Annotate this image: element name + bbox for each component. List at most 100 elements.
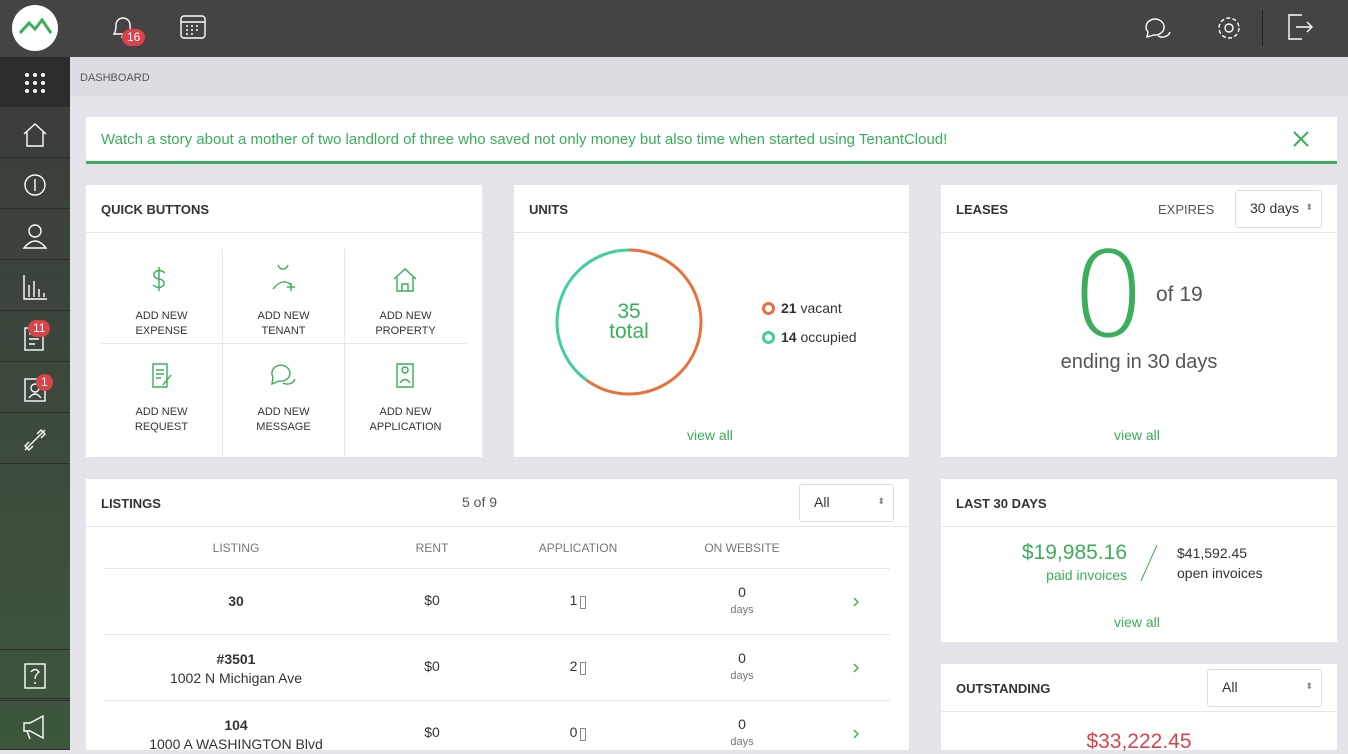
listings-card: LISTINGS 5 of 9 All LISTING RENT APPLICATI… xyxy=(86,479,909,752)
ending-text: ending in 30 days xyxy=(1060,351,1218,373)
icon-shape xyxy=(396,363,414,388)
nav-dashboard[interactable] xyxy=(0,57,70,107)
outstanding-filter[interactable]: All xyxy=(1207,669,1322,707)
listings-filter[interactable]: All xyxy=(799,484,894,522)
view-all-link[interactable]: view all xyxy=(1114,614,1160,630)
button-label: ADD NEW xyxy=(135,406,188,418)
row-arrow[interactable] xyxy=(852,596,860,608)
button-label: ADD NEW xyxy=(135,310,188,322)
logo[interactable] xyxy=(12,5,58,51)
button-label: EXPENSE xyxy=(135,325,188,337)
quick-button[interactable]: ADD NEW PROPERTY xyxy=(345,268,466,339)
outstanding-amount: $33,222.45 xyxy=(1086,730,1192,753)
settings-icon[interactable] xyxy=(1215,14,1243,42)
view-all-link[interactable]: view all xyxy=(1114,427,1160,443)
website-cell: 0 days xyxy=(692,583,792,619)
application-icon xyxy=(580,728,587,741)
nav-applications[interactable]: 1 xyxy=(0,363,70,413)
units-card: UNITS 35 total 21 vacant 14 occupied view… xyxy=(514,185,909,457)
icon-shape xyxy=(271,364,296,386)
website-cell: 0 days xyxy=(692,649,792,685)
button-label: ADD NEW xyxy=(257,406,310,418)
row-divider xyxy=(105,700,890,701)
paid-amount: $19,985.16 xyxy=(1021,541,1127,564)
card-title: UNITS xyxy=(514,185,909,233)
button-label: APPLICATION xyxy=(369,421,442,433)
card-title: LAST 30 DAYS xyxy=(941,479,1337,527)
card-title: QUICK BUTTONS xyxy=(86,185,482,233)
application-count: 1 xyxy=(569,592,578,608)
column-header: ON WEBSITE xyxy=(704,541,780,555)
button-label: PROPERTY xyxy=(375,325,436,337)
chat-icon[interactable] xyxy=(1144,14,1172,40)
button-icon xyxy=(152,363,172,388)
lease-total: of 19 xyxy=(1156,283,1203,307)
nav-properties[interactable] xyxy=(0,108,70,158)
divider xyxy=(101,343,467,344)
logout-icon[interactable] xyxy=(1286,13,1314,41)
rent-cell: $0 xyxy=(424,658,440,674)
promo-banner: Watch a story about a mother of two land… xyxy=(86,117,1337,164)
column-header: APPLICATION xyxy=(538,541,618,555)
quick-button[interactable]: ADD NEW MESSAGE xyxy=(223,364,344,435)
button-icon xyxy=(271,364,296,386)
units-donut xyxy=(555,248,703,396)
days-value: 0 xyxy=(738,650,746,666)
days-label: days xyxy=(730,670,754,682)
last-30-days-card: LAST 30 DAYS $19,985.16 paid invoices $4… xyxy=(941,479,1337,642)
nav-links[interactable] xyxy=(0,414,70,464)
nav-tenants[interactable] xyxy=(0,210,70,260)
calendar-icon[interactable] xyxy=(180,14,206,40)
days-label: days xyxy=(730,736,754,748)
quick-button[interactable]: ADD NEW EXPENSE xyxy=(101,267,222,339)
application-icon xyxy=(580,596,587,609)
listing-cell[interactable]: 30 xyxy=(116,592,356,611)
divider xyxy=(344,249,345,457)
of-total: 19 xyxy=(1179,283,1203,306)
nav-reports[interactable] xyxy=(0,261,70,311)
row-arrow[interactable] xyxy=(852,662,860,674)
quick-button[interactable]: ADD NEW TENANT xyxy=(223,265,344,339)
listings-count: 5 of 9 xyxy=(462,494,498,510)
close-icon[interactable] xyxy=(1293,131,1309,147)
application-cell: 0 xyxy=(528,724,628,741)
of-text: of xyxy=(1156,283,1174,306)
view-all-link[interactable]: view all xyxy=(687,427,733,443)
quick-button[interactable]: ADD NEW APPLICATION xyxy=(345,363,466,435)
button-label: ADD NEW xyxy=(379,406,432,418)
nav-leases[interactable]: 11 xyxy=(0,312,70,362)
days-label: days xyxy=(730,604,754,616)
button-icon xyxy=(396,363,414,388)
button-label: TENANT xyxy=(261,325,306,337)
listing-address: 1002 N Michigan Ave xyxy=(169,670,303,686)
button-icon xyxy=(393,268,417,292)
occupied-arc xyxy=(555,248,703,396)
button-label: ADD NEW xyxy=(257,310,310,322)
website-cell: 0 days xyxy=(692,715,792,751)
icon-shape xyxy=(393,268,417,292)
listing-name: 104 xyxy=(224,717,248,733)
banner-text[interactable]: Watch a story about a mother of two land… xyxy=(101,131,948,148)
listing-cell[interactable]: #3501 1002 N Michigan Ave xyxy=(116,650,356,688)
notification-badge: 16 xyxy=(122,29,146,46)
button-icon xyxy=(272,265,295,291)
column-header: LISTING xyxy=(212,541,260,555)
nav-help[interactable] xyxy=(0,649,70,699)
breadcrumb-bar: DASHBOARD xyxy=(70,57,1348,96)
expires-select[interactable]: 30 days xyxy=(1235,190,1322,228)
legend-vacant: 21 vacant xyxy=(762,300,842,316)
row-arrow[interactable] xyxy=(852,728,860,740)
button-label: ADD NEW xyxy=(379,310,432,322)
legend-swatch xyxy=(762,302,775,315)
row-divider xyxy=(105,568,890,569)
application-icon xyxy=(580,662,587,675)
quick-button[interactable]: ADD NEW REQUEST xyxy=(101,363,222,435)
listing-cell[interactable]: 104 1000 A WASHINGTON Blvd xyxy=(116,716,356,754)
nav-accounting[interactable] xyxy=(0,159,70,209)
units-total: 35 total xyxy=(579,301,679,342)
days-value: 0 xyxy=(738,716,746,732)
icon-shape xyxy=(272,265,295,291)
legend-occupied: 14 occupied xyxy=(762,329,857,345)
nav-announcements[interactable] xyxy=(0,700,70,750)
